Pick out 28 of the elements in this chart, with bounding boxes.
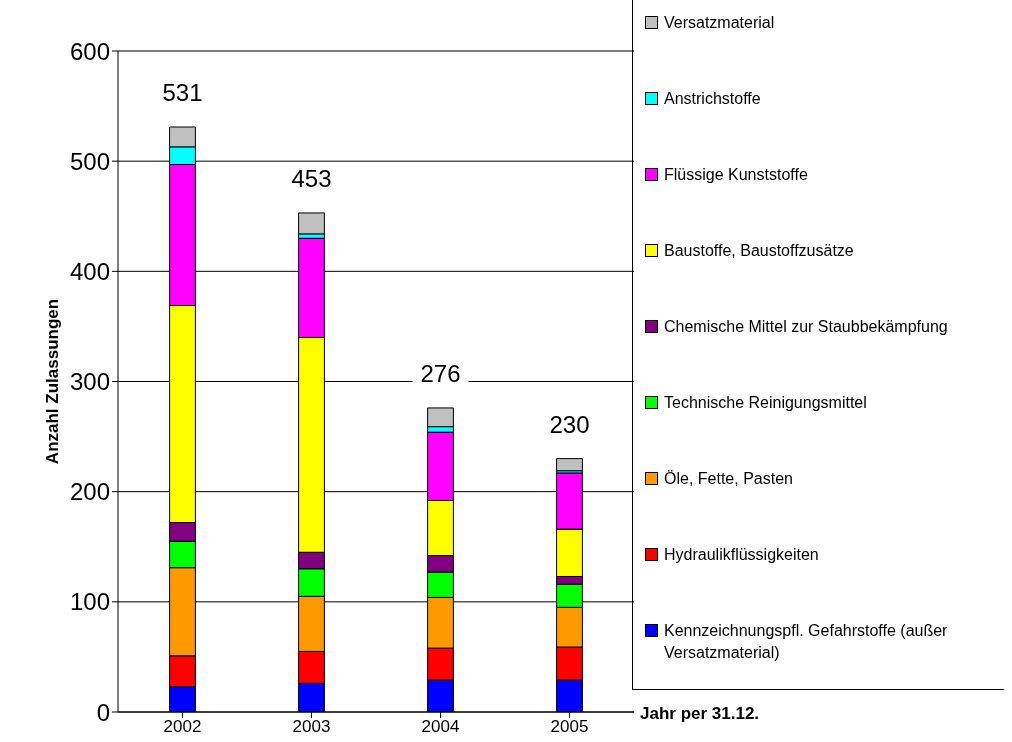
x-tick-label: 2003 [292, 717, 331, 737]
legend-label: Flüssige Kunststoffe [664, 165, 808, 185]
legend-label: Technische Reinigungsmittel [664, 393, 867, 413]
total-label: 453 [291, 164, 332, 192]
total-label: 230 [549, 410, 590, 438]
legend-label: Anstrichstoffe [664, 89, 761, 109]
y-tick-label: 300 [69, 368, 110, 396]
legend-label: Öle, Fette, Pasten [664, 469, 793, 489]
legend-label: Versatzmaterial [664, 13, 775, 33]
y-axis-title: Anzahl Zulassungen [43, 298, 63, 465]
x-axis-title: Jahr per 31.12. [640, 704, 760, 724]
y-tick-label: 100 [69, 588, 110, 616]
y-tick-label: 400 [69, 257, 110, 285]
y-tick-label: 0 [96, 698, 110, 726]
bar [556, 458, 583, 472]
x-tick-label: 2004 [421, 717, 460, 737]
legend-label: Kennzeichnungspfl. Gefahrstoffe (außer Versatzmaterial) [664, 621, 949, 663]
total-label: 276 [420, 359, 461, 387]
x-tick-label: 2005 [550, 717, 589, 737]
total-label: 531 [162, 79, 203, 107]
bar [298, 212, 325, 235]
y-tick-label: 200 [69, 478, 110, 506]
legend-label: Chemische Mittel zur Staubbekämpfung [664, 317, 948, 337]
y-tick-label: 600 [69, 37, 110, 65]
legend-label: Hydraulikflüssigkeiten [664, 545, 819, 565]
legend-label: Baustoffe, Baustoffzusätze [664, 241, 854, 261]
y-tick-label: 500 [69, 147, 110, 175]
x-tick-label: 2002 [163, 717, 202, 737]
